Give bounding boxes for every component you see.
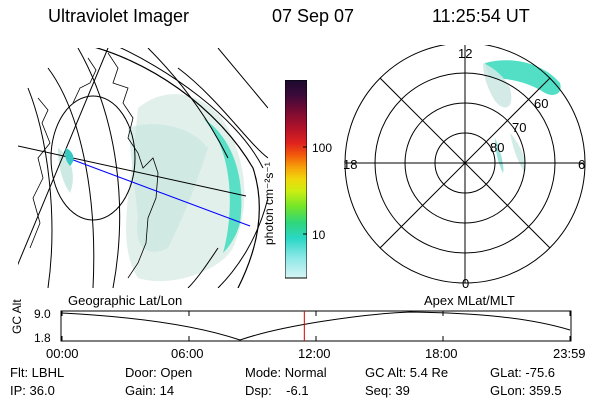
colorbar-tick-10: 10	[312, 228, 326, 242]
apex-panel-label: Apex MLat/MLT	[424, 293, 515, 308]
mlt-label-6: 6	[578, 157, 586, 172]
info-glon: GLon: 359.5	[490, 383, 562, 398]
mlt-label-12: 12	[458, 46, 473, 61]
geographic-map	[18, 48, 268, 288]
info-mode: Mode: Normal	[245, 365, 327, 380]
info-dsp: Dsp: -6.1	[245, 383, 309, 398]
mlt-label-18: 18	[343, 157, 358, 172]
info-glat: GLat: -75.6	[490, 365, 556, 380]
sub-solar-line	[67, 157, 251, 227]
polar-ring-geo	[50, 95, 136, 221]
info-flt: Flt: LBHL	[10, 365, 65, 380]
info-seq: Seq: 39	[365, 383, 410, 398]
date-label: 07 Sep 07	[272, 6, 355, 26]
lat-label-60: 60	[534, 96, 549, 111]
colorbar	[285, 80, 307, 279]
timeline-tick-2359: 23:59	[553, 346, 586, 361]
lat-label-70: 70	[512, 120, 527, 135]
apex-polar-plot	[344, 45, 586, 284]
timeline-y-top: 9.0	[34, 307, 51, 321]
lat-label-80: 80	[490, 140, 505, 155]
altitude-timeline	[60, 310, 572, 342]
instrument-title: Ultraviolet Imager	[48, 6, 190, 26]
time-label: 11:25:54 UT	[432, 6, 530, 26]
info-gain: Gain: 14	[125, 383, 175, 398]
info-ip: IP: 36.0	[10, 383, 55, 398]
timeline-y-bottom: 1.8	[34, 331, 51, 345]
colorbar-unit-label: photon cm⁻²s⁻¹	[262, 162, 276, 245]
timeline-ylabel: GC Alt	[10, 299, 24, 334]
info-door: Door: Open	[125, 365, 193, 380]
info-gcalt: GC Alt: 5.4 Re	[365, 365, 449, 380]
timeline-tick-1800: 18:00	[425, 346, 458, 361]
altitude-curve	[61, 311, 571, 341]
timeline-tick-1200: 12:00	[298, 346, 331, 361]
colorbar-tick-100: 100	[312, 141, 333, 155]
timeline-tick-0000: 00:00	[46, 346, 79, 361]
mlt-label-0: 0	[462, 276, 470, 291]
coastline	[107, 52, 159, 279]
timeline-tick-0600: 06:00	[171, 346, 204, 361]
geo-panel-label: Geographic Lat/Lon	[68, 293, 183, 308]
noon-meridian-line	[18, 145, 247, 197]
map-limb	[18, 48, 268, 266]
